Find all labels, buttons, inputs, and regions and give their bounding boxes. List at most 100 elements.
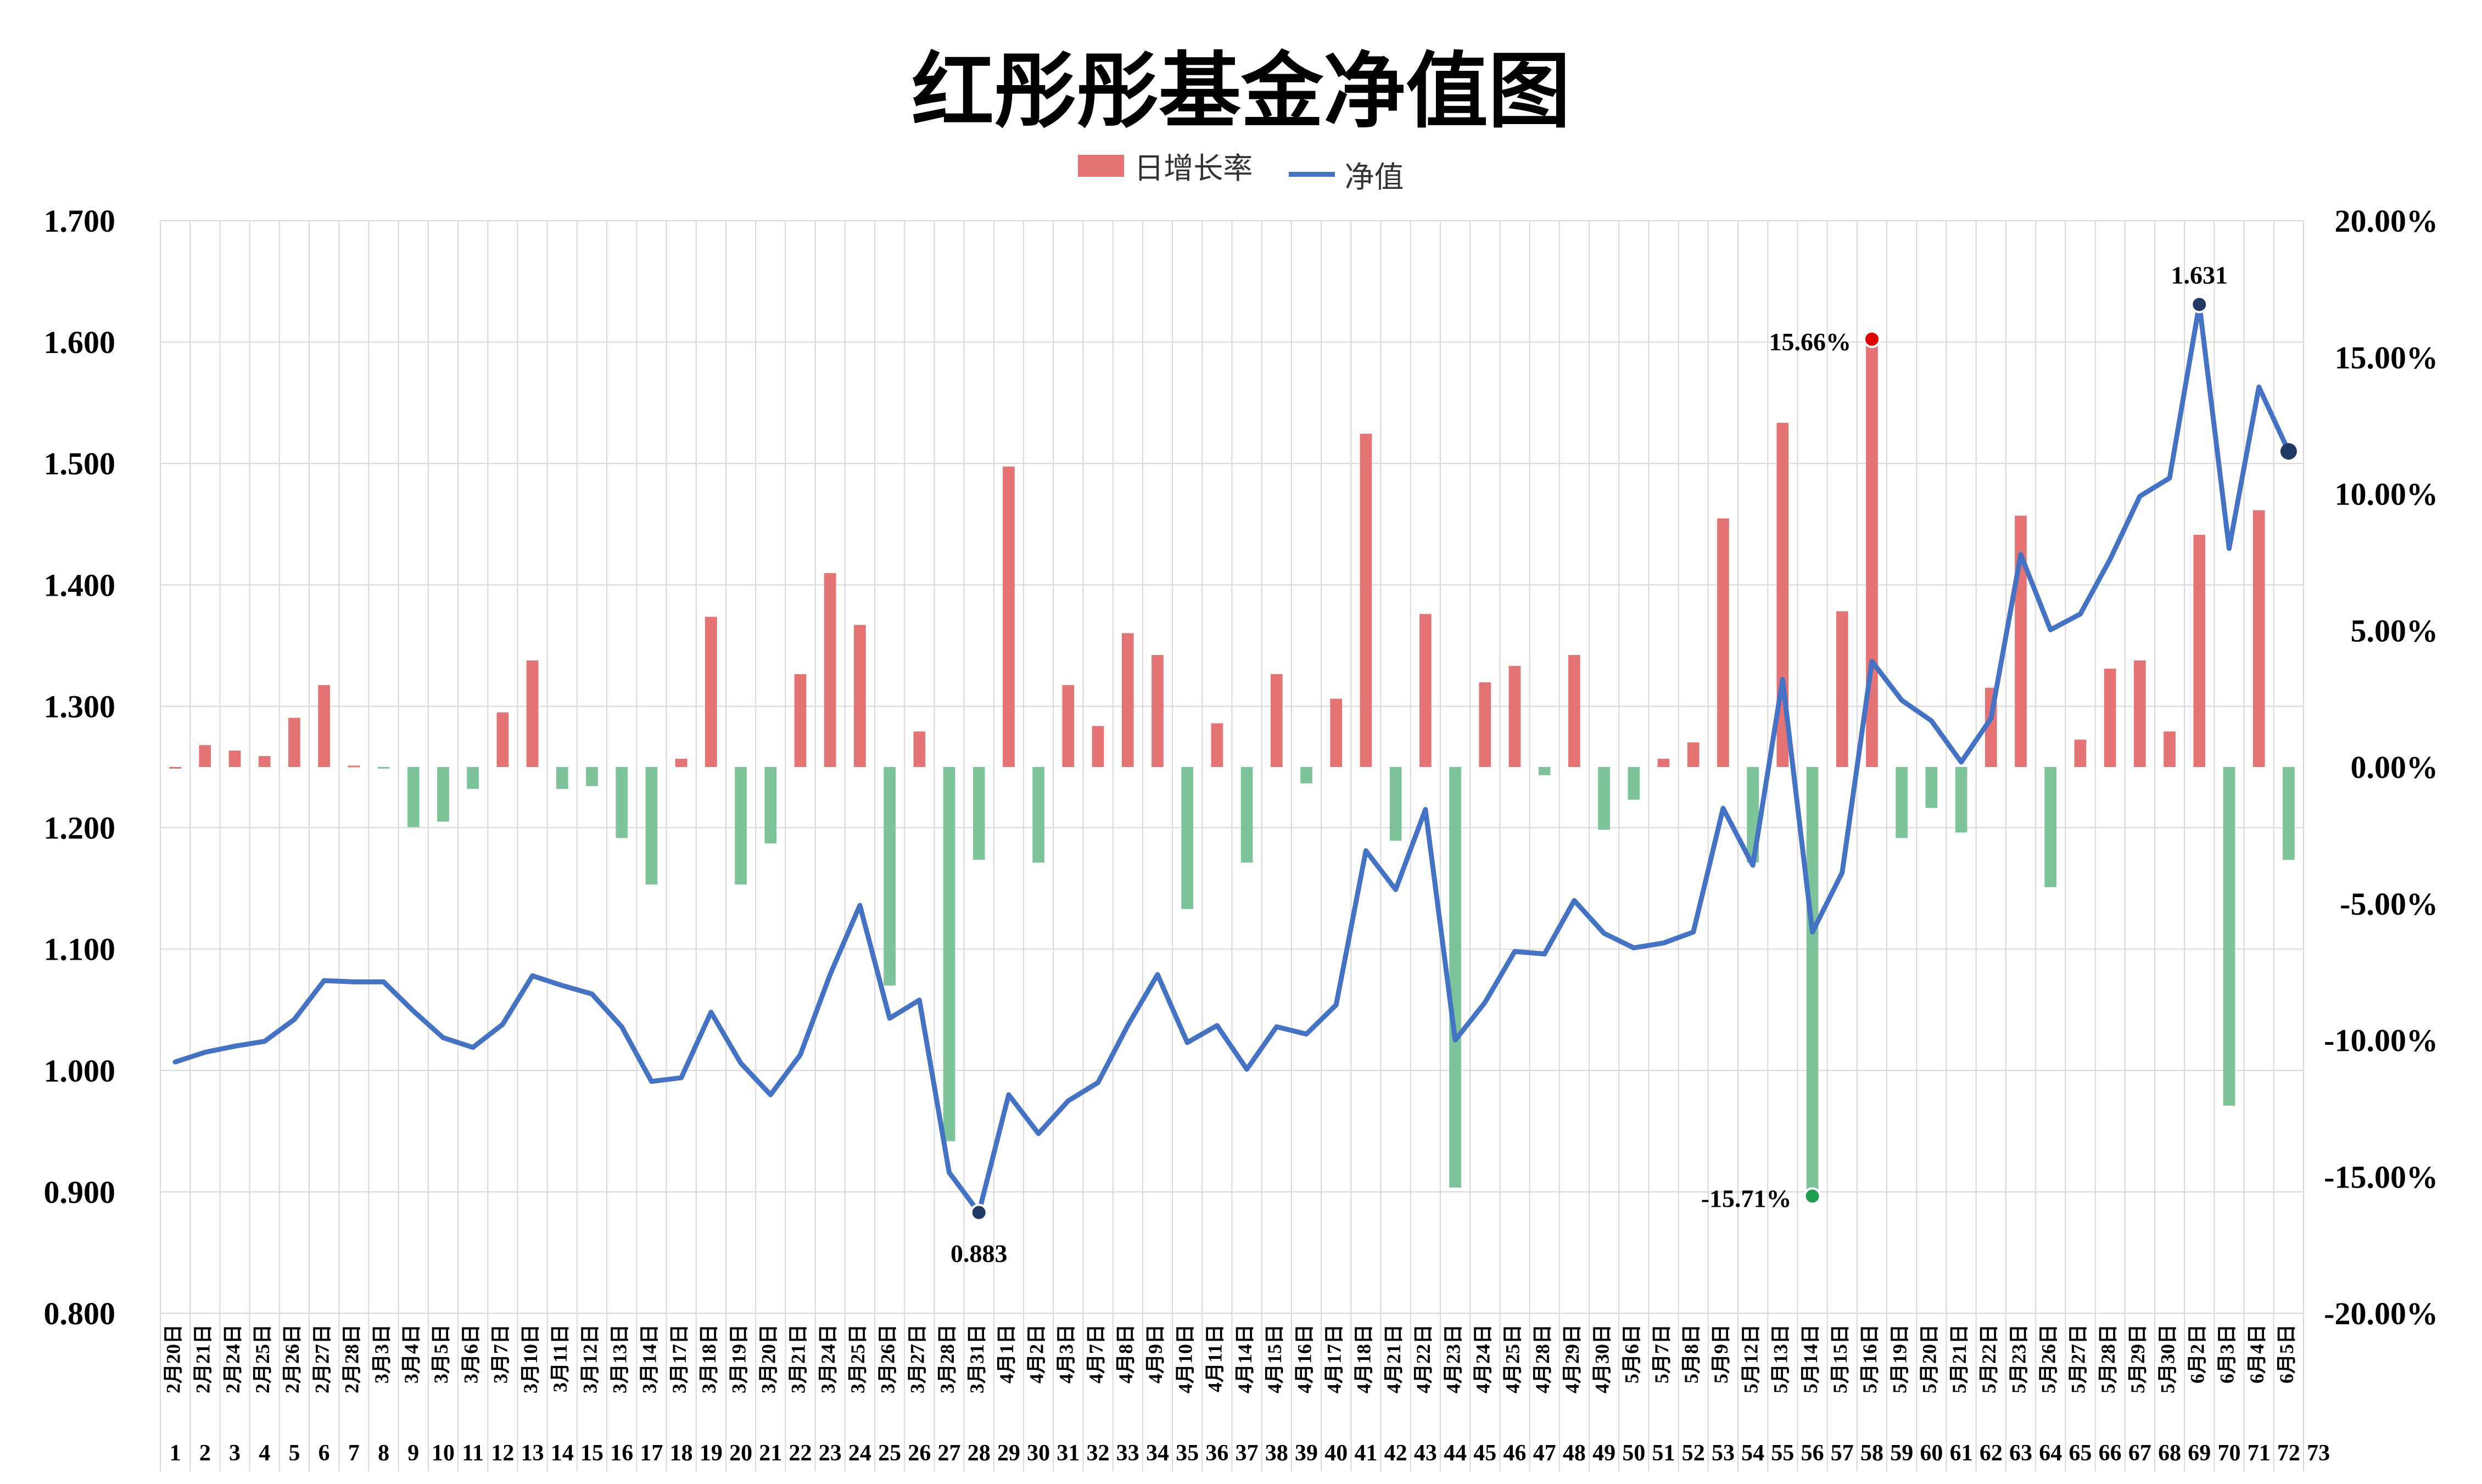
x-date-label: 4月16日 — [1293, 1324, 1315, 1393]
x-date-label: 3月21日 — [787, 1324, 809, 1393]
bar — [1538, 767, 1551, 775]
bar — [1479, 682, 1491, 767]
line-series — [172, 302, 2291, 1215]
x-date-label: 4月23日 — [1442, 1324, 1464, 1393]
x-date-label: 2月24日 — [222, 1324, 244, 1393]
x-index-label: 17 — [640, 1441, 663, 1466]
chart-title: 红彤彤基金净值图 — [911, 43, 1570, 139]
bar — [1687, 742, 1700, 767]
x-index-label: 8 — [378, 1441, 389, 1466]
x-date-label: 3月12日 — [579, 1324, 601, 1393]
x-date-label: 5月16日 — [1859, 1324, 1881, 1393]
bar — [2044, 767, 2057, 887]
x-date-label: 6月2日 — [2187, 1324, 2209, 1384]
bar — [1062, 685, 1075, 767]
x-date-label: 4月17日 — [1323, 1324, 1345, 1393]
x-index-label: 13 — [521, 1441, 544, 1466]
axes: 0.800 0.900 1.000 1.100 1.200 1.300 1.400 1.500… — [44, 203, 2439, 1466]
legend-item-line: 净值 — [1288, 153, 1404, 196]
annotation-marker — [2190, 295, 2209, 313]
x-date-label: 4月3日 — [1055, 1324, 1077, 1384]
x-index-label: 64 — [2039, 1441, 2062, 1466]
x-date-label: 5月7日 — [1651, 1324, 1673, 1384]
bar — [586, 767, 598, 786]
bar — [824, 573, 836, 767]
y-right-tick-label: -5.00% — [2340, 886, 2438, 922]
bar — [1806, 767, 1819, 1196]
x-date-label: 3月4日 — [400, 1324, 422, 1384]
bar — [526, 660, 539, 767]
legend-item-bar: 日增长率 — [1078, 144, 1253, 187]
bar — [1092, 726, 1104, 767]
x-index-label: 33 — [1116, 1441, 1139, 1466]
x-index-label: 5 — [288, 1441, 300, 1466]
x-date-label: 3月10日 — [519, 1324, 541, 1393]
x-date-label: 2月27日 — [311, 1324, 333, 1393]
x-index-label: 51 — [1652, 1441, 1675, 1466]
x-index-label: 1 — [170, 1441, 181, 1466]
y-right-tick-label: 15.00% — [2335, 340, 2439, 376]
x-date-label: 4月24日 — [1472, 1324, 1494, 1393]
bar — [496, 712, 509, 767]
x-index-label: 69 — [2188, 1441, 2211, 1466]
bar — [1568, 655, 1580, 767]
y-right-tick-label: -15.00% — [2324, 1159, 2438, 1195]
x-date-label: 3月26日 — [876, 1324, 898, 1393]
legend-label-line: 净值 — [1344, 159, 1404, 194]
x-index-label: 66 — [2099, 1441, 2122, 1466]
x-index-label: 29 — [997, 1441, 1020, 1466]
bar — [1449, 767, 1461, 1188]
x-index-label: 38 — [1265, 1441, 1288, 1466]
x-date-label: 2月28日 — [341, 1324, 363, 1393]
x-index-label: 36 — [1205, 1441, 1228, 1466]
x-date-label: 4月18日 — [1353, 1324, 1375, 1393]
bar — [675, 759, 687, 767]
bar — [854, 625, 866, 767]
x-date-label: 3月7日 — [490, 1324, 512, 1384]
x-index-label: 59 — [1890, 1441, 1913, 1466]
bar — [705, 617, 717, 767]
x-date-label: 3月24日 — [817, 1324, 839, 1393]
x-date-label: 6月4日 — [2246, 1324, 2268, 1384]
x-date-label: 5月14日 — [1799, 1324, 1821, 1393]
x-date-label: 6月5日 — [2276, 1324, 2297, 1384]
x-index-label: 14 — [551, 1441, 574, 1466]
bar — [1419, 614, 1432, 767]
y-left-tick-label: 1.200 — [44, 810, 116, 846]
bar — [2223, 767, 2235, 1106]
bar — [407, 767, 420, 827]
x-date-label: 3月5日 — [430, 1324, 452, 1384]
x-index-label: 26 — [908, 1441, 931, 1466]
x-index-label: 23 — [819, 1441, 842, 1466]
bar — [1389, 767, 1402, 841]
x-index-label: 57 — [1831, 1441, 1854, 1466]
x-index-label: 6 — [318, 1441, 330, 1466]
x-index-label: 11 — [462, 1441, 484, 1466]
nav-line — [172, 302, 2291, 1215]
x-index-label: 27 — [938, 1441, 961, 1466]
bar — [972, 767, 985, 860]
bar — [228, 751, 241, 767]
x-index-label: 60 — [1920, 1441, 1943, 1466]
y-right-tick-label: 20.00% — [2335, 203, 2439, 239]
x-index-label: 65 — [2069, 1441, 2092, 1466]
x-date-label: 2月20日 — [162, 1324, 184, 1393]
bar — [1657, 759, 1670, 767]
x-date-label: 5月22日 — [1978, 1324, 2000, 1393]
x-index-label: 40 — [1324, 1441, 1348, 1466]
x-index-label: 50 — [1622, 1441, 1645, 1466]
x-date-label: 6月3日 — [2216, 1324, 2238, 1384]
y-right-tick-label: -20.00% — [2324, 1296, 2438, 1331]
y-left-tick-label: 1.000 — [44, 1053, 116, 1089]
bar — [1151, 655, 1164, 767]
x-date-label: 5月8日 — [1680, 1324, 1702, 1384]
bar — [1330, 698, 1343, 767]
bar — [2283, 767, 2295, 860]
x-index-label: 42 — [1384, 1441, 1407, 1466]
x-index-label: 54 — [1741, 1441, 1764, 1466]
x-index-label: 72 — [2277, 1441, 2300, 1466]
legend-label-bar: 日增长率 — [1134, 151, 1253, 186]
bar — [1121, 633, 1134, 767]
x-index-label: 28 — [968, 1441, 991, 1466]
x-date-label: 5月30日 — [2156, 1324, 2178, 1393]
